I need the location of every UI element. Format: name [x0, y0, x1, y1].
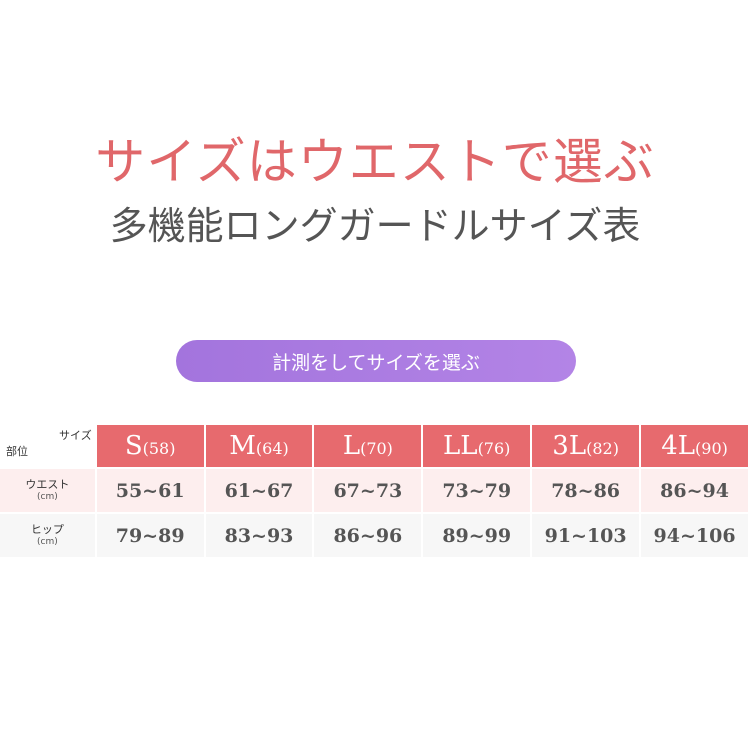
table-row: ウエスト (cm) 55~61 61~67 67~73 73~79 78~86 8…: [0, 469, 748, 512]
table-cell: 86~96: [314, 514, 422, 557]
size-header: S(58): [96, 425, 204, 467]
page-title: サイズはウエストで選ぶ: [95, 133, 655, 191]
page-subtitle: 多機能ロングガードルサイズ表: [109, 204, 641, 248]
table-cell: 86~94: [641, 469, 748, 512]
size-header: LL(76): [423, 425, 531, 467]
table-cell: 78~86: [532, 469, 640, 512]
measure-size-button[interactable]: 計測をしてサイズを選ぶ: [176, 340, 576, 382]
table-cell: 67~73: [314, 469, 422, 512]
size-header: L(70): [314, 425, 422, 467]
corner-cell: サイズ部位: [0, 425, 95, 467]
corner-part-label: 部位: [6, 445, 28, 458]
size-header: 4L(90): [641, 425, 748, 467]
row-label: ウエスト (cm): [0, 469, 95, 512]
table-cell: 55~61: [96, 469, 204, 512]
table-cell: 73~79: [423, 469, 531, 512]
size-header: M(64): [205, 425, 313, 467]
table-cell: 79~89: [96, 514, 204, 557]
size-header: 3L(82): [532, 425, 640, 467]
table-cell: 91~103: [532, 514, 640, 557]
table-cell: 61~67: [205, 469, 313, 512]
table-cell: 83~93: [205, 514, 313, 557]
table-row: ヒップ (cm) 79~89 83~93 86~96 89~99 91~103 9…: [0, 514, 748, 557]
corner-size-label: サイズ: [59, 429, 92, 442]
header-row: サイズ部位 S(58) M(64) L(70) LL(76) 3L(82) 4L…: [0, 425, 748, 467]
size-table: サイズ部位 S(58) M(64) L(70) LL(76) 3L(82) 4L…: [0, 423, 750, 559]
table-cell: 94~106: [641, 514, 748, 557]
row-label: ヒップ (cm): [0, 514, 95, 557]
table-cell: 89~99: [423, 514, 531, 557]
